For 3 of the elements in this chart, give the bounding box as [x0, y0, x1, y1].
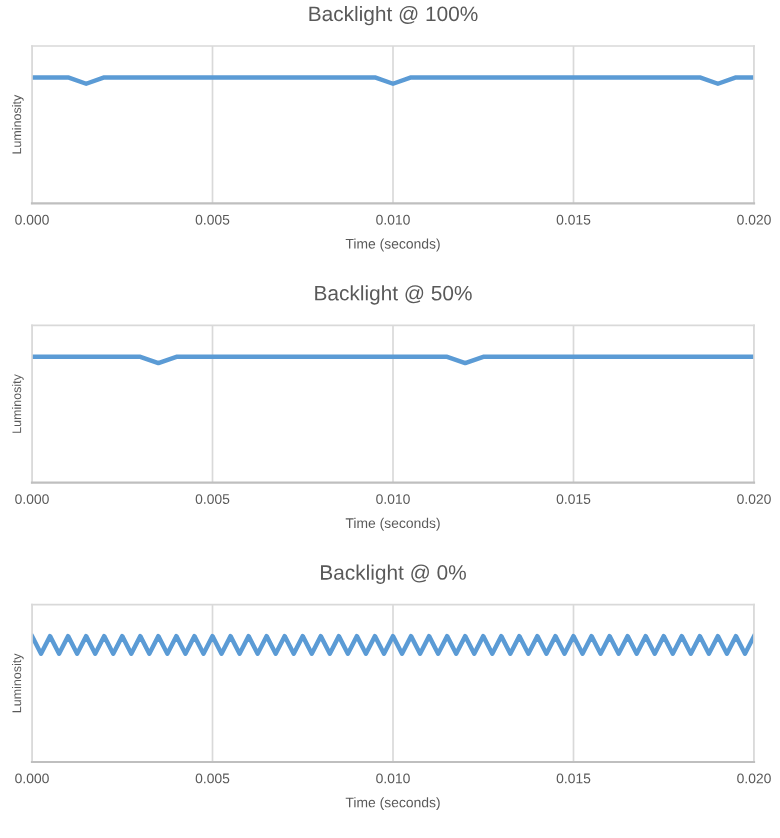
- chart-title: Backlight @ 50%: [315, 285, 472, 305]
- chart-title: Backlight @ 100%: [309, 5, 478, 26]
- chart-title: Backlight @ 0%: [321, 564, 466, 584]
